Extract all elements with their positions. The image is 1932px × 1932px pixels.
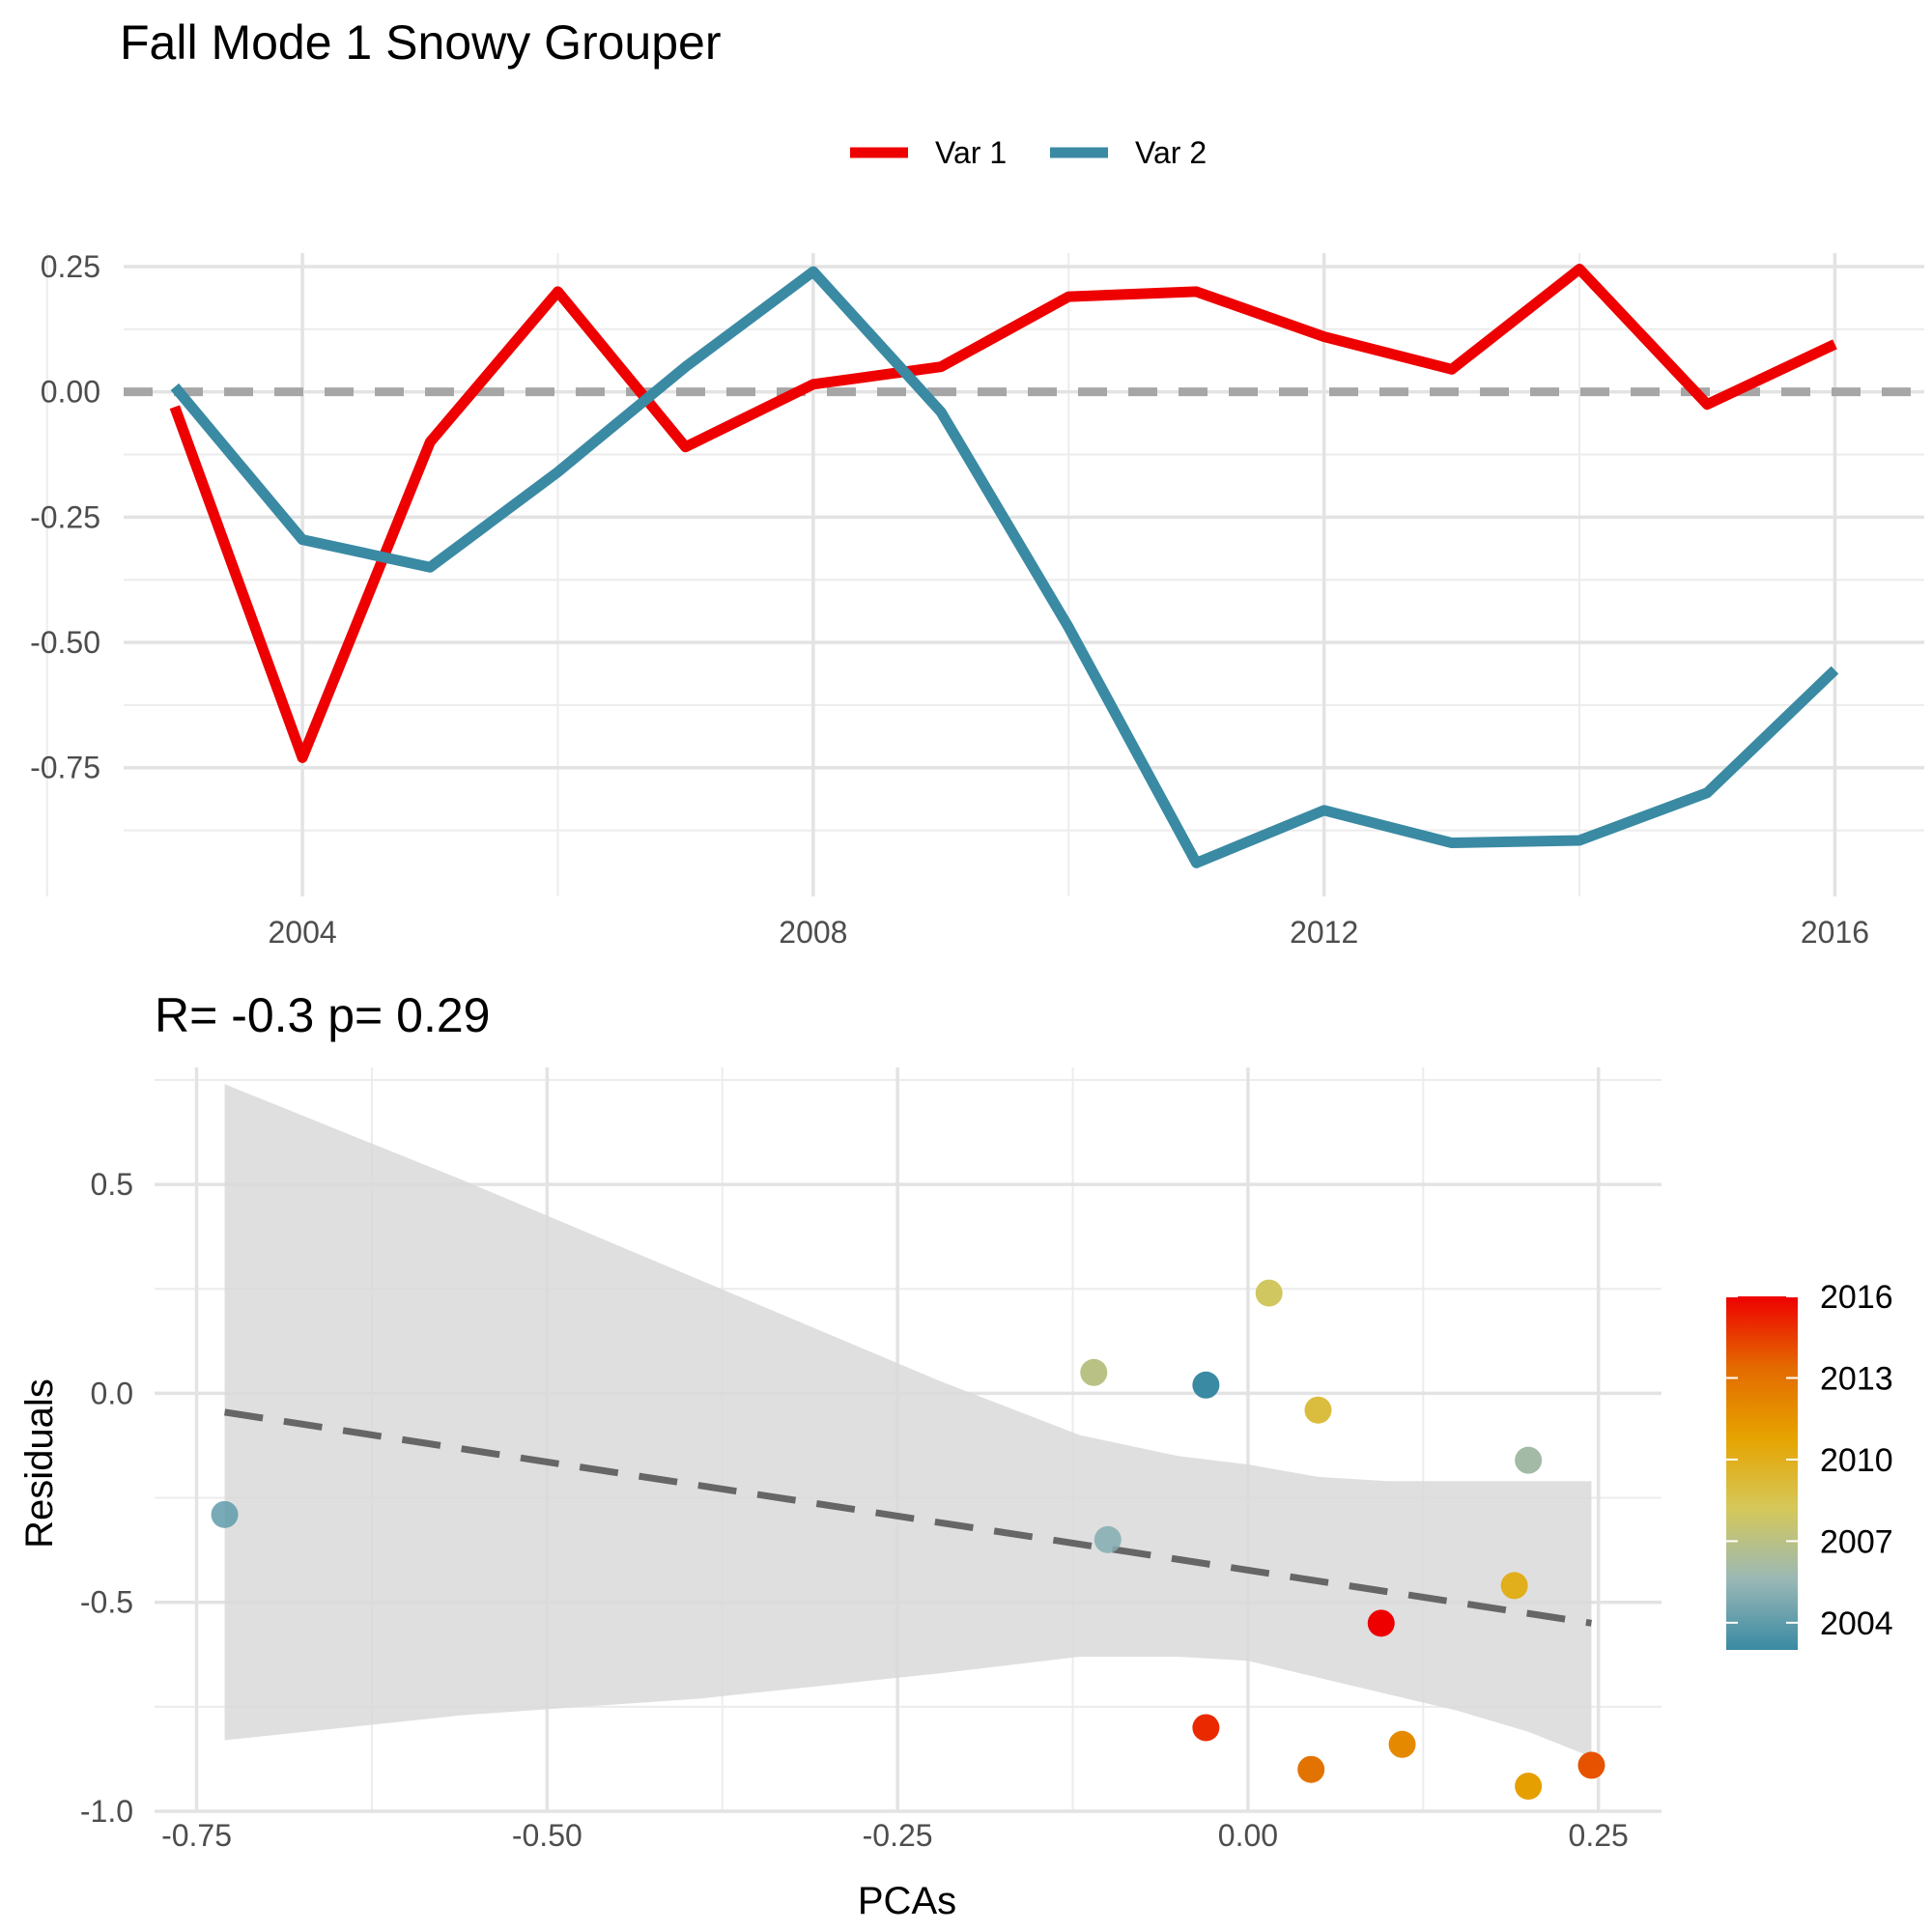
- scatter-point: [1255, 1279, 1283, 1307]
- scatter-subtitle: R= -0.3 p= 0.29: [155, 988, 490, 1042]
- year-colorbar: 2016 2013 2010 2007 2004: [1726, 1279, 1893, 1650]
- colorbar-ticks: 2016 2013 2010 2007 2004: [1726, 1279, 1893, 1642]
- x-tick-label: -0.75: [161, 1818, 232, 1853]
- colorbar-tick-label: 2004: [1820, 1605, 1893, 1642]
- scatter-points: [211, 1279, 1605, 1801]
- colorbar-gradient: [1726, 1296, 1798, 1650]
- y-tick-label: -1.0: [80, 1794, 133, 1829]
- y-tick-label: -0.25: [30, 499, 100, 534]
- x-tick-label: 2016: [1801, 915, 1869, 950]
- scatter-point: [1388, 1730, 1416, 1758]
- line-chart: 2004 2008 2012 2016 0.25 0.00 -0.25 -0.50 -0.75…: [30, 135, 1924, 950]
- line-chart-y-ticks: 0.25 0.00 -0.25 -0.50 -0.75: [30, 249, 100, 785]
- scatter-point: [1192, 1371, 1220, 1399]
- scatter-y-axis-label: Residuals: [18, 1378, 61, 1548]
- scatter-point: [1367, 1609, 1395, 1637]
- scatter-point: [1500, 1572, 1528, 1600]
- colorbar-tick-label: 2007: [1820, 1523, 1893, 1560]
- scatter-x-axis-label: PCAs: [858, 1880, 956, 1922]
- x-tick-label: 2012: [1290, 915, 1358, 950]
- colorbar-tick-label: 2016: [1820, 1279, 1893, 1316]
- x-tick-label: -0.25: [863, 1818, 933, 1853]
- scatter-point: [1515, 1446, 1543, 1474]
- regression-line: [224, 1408, 1592, 1627]
- y-tick-label: 0.5: [91, 1167, 133, 1202]
- legend-label-var2: Var 2: [1135, 135, 1207, 170]
- y-tick-label: -0.75: [30, 751, 100, 785]
- legend-label-var1: Var 1: [935, 135, 1007, 170]
- colorbar-tick-label: 2010: [1820, 1442, 1893, 1479]
- y-tick-label: -0.5: [80, 1585, 133, 1620]
- y-tick-label: -0.50: [30, 625, 100, 660]
- scatter-point: [1297, 1755, 1325, 1783]
- x-tick-label: 0.00: [1218, 1818, 1278, 1853]
- x-tick-label: -0.50: [512, 1818, 582, 1853]
- scatter-y-ticks: 0.5 0.0 -0.5 -1.0: [80, 1167, 133, 1829]
- x-tick-label: 0.25: [1569, 1818, 1629, 1853]
- y-tick-label: 0.00: [41, 375, 100, 410]
- confidence-band: [224, 1084, 1592, 1757]
- scatter-chart: R= -0.3 p= 0.29 -0.75 -0.50 -0.25 0.00 0.25 …: [18, 988, 1893, 1922]
- x-tick-label: 2004: [268, 915, 336, 950]
- scatter-point: [1094, 1525, 1122, 1553]
- scatter-point: [1577, 1751, 1605, 1779]
- line-chart-x-ticks: 2004 2008 2012 2016: [268, 915, 1869, 950]
- series-line-var1: [169, 264, 1837, 763]
- chart-title: Fall Mode 1 Snowy Grouper: [120, 15, 722, 70]
- y-tick-label: 0.0: [91, 1376, 133, 1410]
- line-chart-series: [169, 264, 1839, 868]
- y-tick-label: 0.25: [41, 249, 100, 284]
- scatter-point: [211, 1500, 239, 1528]
- scatter-point: [1080, 1358, 1108, 1386]
- series-line-var2: [170, 266, 1839, 868]
- scatter-point: [1192, 1714, 1220, 1742]
- x-tick-label: 2008: [779, 915, 847, 950]
- colorbar-tick-label: 2013: [1820, 1360, 1893, 1397]
- line-chart-gridlines: [45, 253, 1924, 896]
- scatter-x-ticks: -0.75 -0.50 -0.25 0.00 0.25: [161, 1818, 1629, 1853]
- line-chart-legend: Var 1 Var 2: [850, 135, 1207, 170]
- scatter-point: [1515, 1773, 1543, 1801]
- scatter-point: [1304, 1396, 1332, 1424]
